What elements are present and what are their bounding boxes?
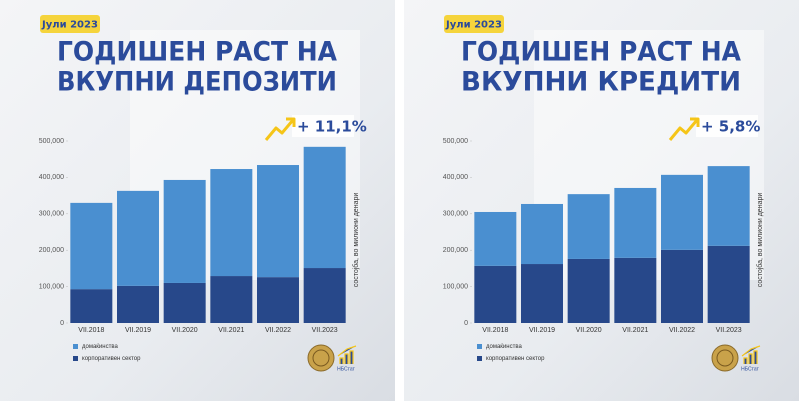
x-tick-label: VII.2022 <box>669 327 695 334</box>
x-tick-label: VII.2018 <box>78 327 104 334</box>
bar-segment <box>117 285 159 323</box>
bar-segment <box>567 194 610 259</box>
legend-swatch <box>73 344 78 349</box>
bar-segment <box>70 289 113 323</box>
title-line: ГОДИШЕН РАСТ НА <box>461 37 741 68</box>
bar-segment <box>707 245 750 323</box>
legend-label: домаќинства <box>82 344 118 350</box>
bar-segment <box>614 257 657 323</box>
growth-arrow <box>264 117 296 141</box>
badge-background <box>40 15 100 33</box>
bar-segment <box>661 174 703 250</box>
x-tick-label: VII.2020 <box>172 327 198 334</box>
bar-segment <box>210 169 253 277</box>
legend-swatch <box>73 356 78 361</box>
legend-swatch <box>477 356 482 361</box>
badge: Јули 2023 <box>445 20 502 31</box>
bar-segment <box>163 179 206 283</box>
x-tick-label: VII.2021 <box>218 327 244 334</box>
y-tick-label: 0 <box>60 320 64 327</box>
growth-background <box>696 115 758 137</box>
bar-segment <box>521 264 563 323</box>
x-tick-label: VII.2022 <box>265 327 291 334</box>
y-tick-label: 500,000 <box>443 138 468 145</box>
growth-arrow <box>668 117 700 141</box>
title-line: ВКУПНИ ДЕПОЗИТИ <box>57 67 337 98</box>
logo-seal-inner <box>716 349 734 367</box>
y-axis-label: состојба, во милиони денари <box>756 193 764 288</box>
x-tick-label: VII.2020 <box>576 327 602 334</box>
bar-segment <box>614 187 657 258</box>
logo-seal <box>307 344 335 372</box>
bar-segment <box>70 202 113 290</box>
legend-label: корпоративен сектор <box>82 356 141 362</box>
logo-seal-inner <box>312 349 330 367</box>
y-tick-label: 200,000 <box>39 247 64 254</box>
logo-chart <box>337 345 357 364</box>
x-tick-label: VII.2019 <box>125 327 151 334</box>
y-tick-label: 300,000 <box>39 211 64 218</box>
bar-segment <box>117 190 159 286</box>
y-tick-label: 100,000 <box>443 283 468 290</box>
y-tick-label: 300,000 <box>443 211 468 218</box>
bar-segment <box>474 265 517 323</box>
bar-segment <box>474 211 517 266</box>
badge-background <box>444 15 504 33</box>
bar-segment <box>303 268 346 323</box>
bar-segment <box>303 146 346 269</box>
logo-text: НБСтат <box>741 366 759 372</box>
badge: Јули 2023 <box>41 20 98 31</box>
y-tick-label: 400,000 <box>39 174 64 181</box>
bar-segment <box>210 276 253 323</box>
bar-segment <box>661 249 703 323</box>
title-line: ВКУПНИ КРЕДИТИ <box>461 67 741 98</box>
y-axis-label: состојба, во милиони денари <box>352 193 360 288</box>
bar-segment <box>257 165 299 278</box>
bar-segment <box>257 277 299 323</box>
legend-swatch <box>477 344 482 349</box>
x-tick-label: VII.2021 <box>622 327 648 334</box>
title-line: ГОДИШЕН РАСТ НА <box>57 37 337 68</box>
bar-segment <box>521 203 563 265</box>
legend-label: корпоративен сектор <box>486 356 545 362</box>
x-tick-label: VII.2023 <box>716 327 742 334</box>
logo-chart <box>741 345 761 364</box>
bar-segment <box>163 282 206 323</box>
growth-label: + 11,1% <box>297 118 367 136</box>
bar-segment <box>707 166 750 246</box>
y-tick-label: 500,000 <box>39 138 64 145</box>
growth-label: + 5,8% <box>701 118 760 136</box>
x-tick-label: VII.2023 <box>312 327 338 334</box>
legend-label: домаќинства <box>486 344 522 350</box>
y-tick-label: 100,000 <box>39 283 64 290</box>
x-tick-label: VII.2018 <box>482 327 508 334</box>
x-tick-label: VII.2019 <box>529 327 555 334</box>
bar-segment <box>567 258 610 323</box>
y-tick-label: 0 <box>464 320 468 327</box>
logo-text: НБСтат <box>337 366 355 372</box>
y-tick-label: 400,000 <box>443 174 468 181</box>
growth-background <box>292 115 354 137</box>
logo-seal <box>711 344 739 372</box>
y-tick-label: 200,000 <box>443 247 468 254</box>
